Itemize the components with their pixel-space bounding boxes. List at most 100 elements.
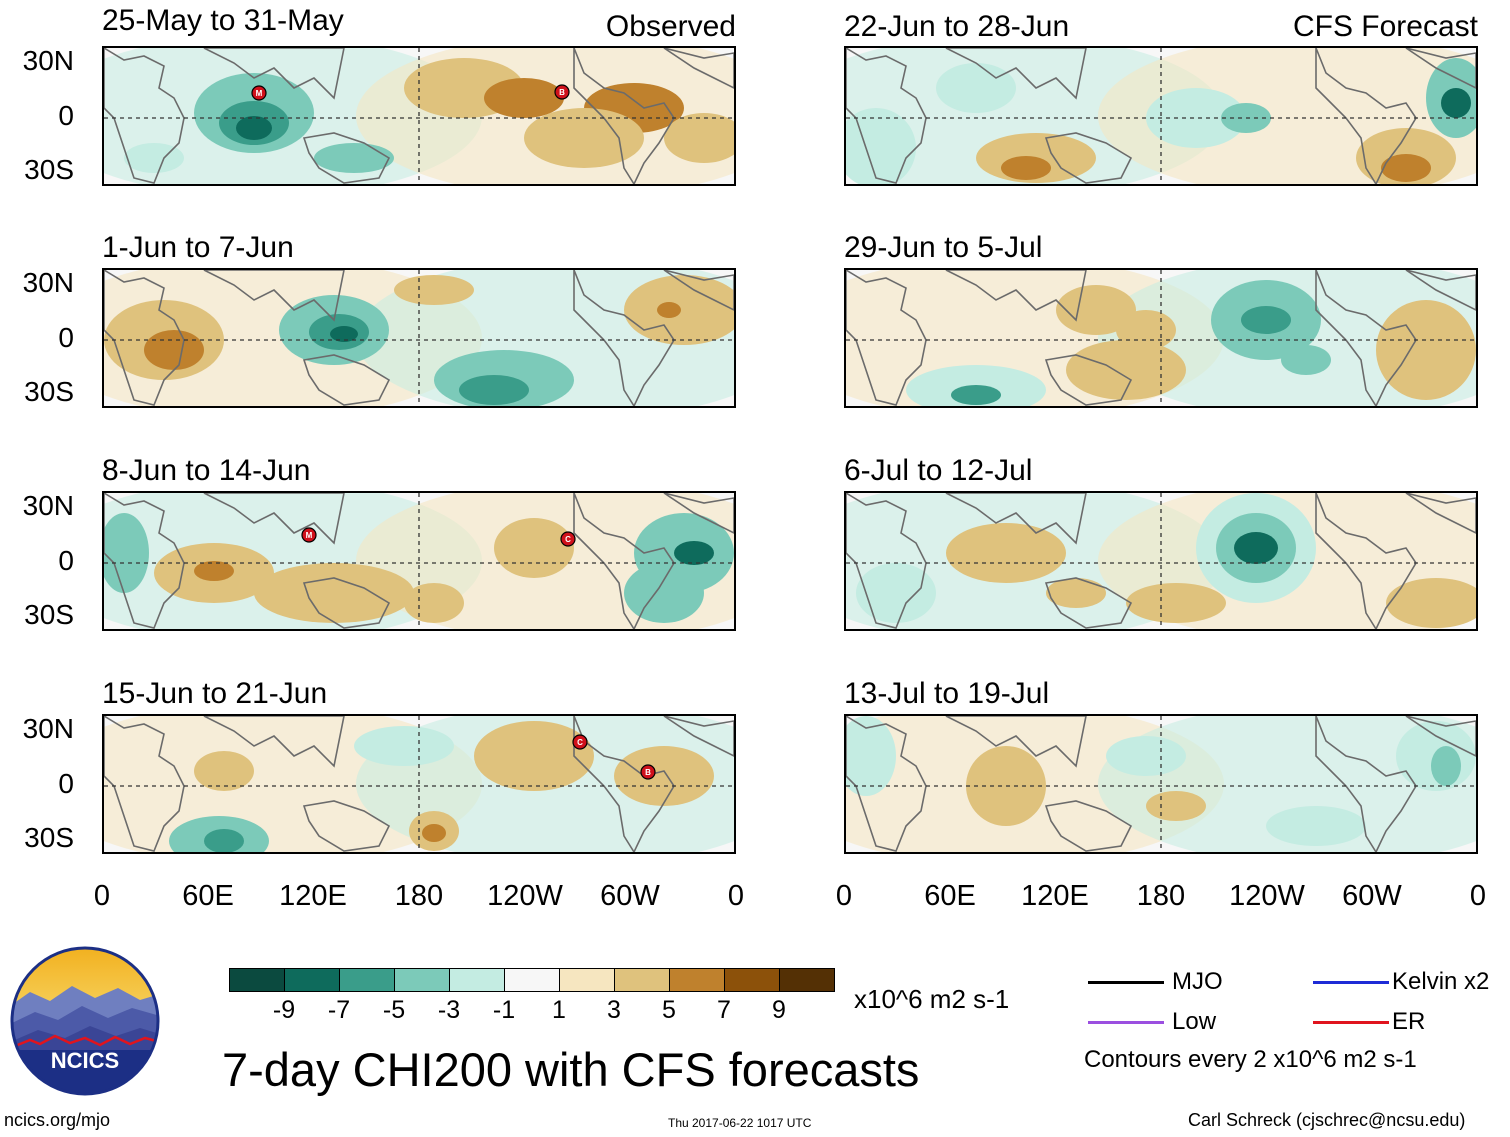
colorbar-swatch	[229, 968, 285, 992]
anomaly-contour	[1376, 300, 1476, 400]
coastline	[573, 493, 675, 629]
anomaly-contour	[1056, 285, 1136, 335]
map-panel	[844, 491, 1478, 631]
anomaly-contour	[1146, 88, 1246, 148]
anomaly-contour	[856, 563, 936, 623]
logo-text: NCICS	[51, 1048, 119, 1073]
coastline	[663, 716, 734, 757]
colorbar-label: 3	[607, 996, 621, 1024]
anomaly-contour	[1441, 88, 1471, 118]
anomaly-contour	[946, 523, 1066, 583]
anomaly-contour	[1266, 806, 1366, 846]
storm-label: C	[565, 535, 571, 544]
anomaly-contour	[474, 721, 594, 791]
x-tick-label: 120E	[1021, 880, 1089, 912]
coastline	[203, 493, 345, 545]
anomaly-contour	[394, 275, 474, 305]
footer-url: ncics.org/mjo	[4, 1110, 111, 1130]
coastline	[1315, 270, 1417, 406]
coastline	[945, 493, 1087, 545]
x-tick-label: 0	[93, 880, 111, 912]
coastline	[846, 48, 927, 184]
anomaly-contour	[1126, 583, 1226, 623]
x-tick-label: 0	[835, 880, 853, 912]
contours-note: Contours every 2 x10^6 m2 s-1	[1084, 1046, 1417, 1073]
storm-label: B	[559, 88, 565, 97]
panel-title-3: 8-Jun to 14-Jun	[102, 454, 311, 487]
x-tick-label: 0	[727, 880, 745, 912]
colorbar-swatch	[614, 968, 670, 992]
coastline	[945, 48, 1087, 100]
anomaly-contour	[236, 116, 272, 140]
coastline	[302, 354, 391, 406]
coastline	[945, 270, 1087, 322]
anomaly-contour	[846, 716, 896, 796]
coastline	[203, 716, 345, 768]
storm-label: C	[577, 738, 583, 747]
anomaly-contour	[144, 330, 204, 370]
y-tick-label: 30S	[24, 376, 74, 407]
coastline	[104, 270, 185, 406]
x-tick-label: 60W	[1342, 880, 1402, 912]
anomaly-contour	[1234, 532, 1278, 564]
coastline	[1315, 48, 1417, 184]
coastline	[104, 48, 185, 184]
anomaly-contour	[330, 326, 358, 342]
anomaly-contour	[194, 561, 234, 581]
coastline	[104, 716, 185, 852]
y-tick-label: 30N	[22, 267, 74, 298]
colorbar-label: 5	[662, 996, 676, 1024]
coastline	[1044, 800, 1133, 852]
anomaly-contour	[1381, 154, 1431, 182]
anomaly-contour	[1116, 310, 1176, 350]
colorbar-label: -5	[382, 996, 406, 1024]
coastline	[104, 493, 185, 629]
colorbar-swatch	[394, 968, 450, 992]
map-panel	[844, 268, 1478, 408]
panel-title-5: 22-Jun to 28-Jun	[844, 10, 1070, 43]
colorbar-swatch	[284, 968, 340, 992]
legend-label-mjo: MJO	[1172, 968, 1223, 995]
coastline	[1315, 493, 1417, 629]
storm-marker	[572, 734, 588, 750]
anomaly-contour	[657, 302, 681, 318]
coastline	[302, 577, 391, 629]
coastline	[573, 716, 675, 852]
anomaly-contour	[124, 143, 184, 173]
anomaly-contour	[846, 108, 916, 184]
coastline	[1044, 577, 1133, 629]
coastline	[945, 716, 1087, 768]
ncics-logo: NCICS	[10, 946, 160, 1096]
colorbar-swatch	[559, 968, 615, 992]
anomaly-contour	[1046, 578, 1106, 608]
x-tick-label: 180	[1136, 880, 1186, 912]
y-tick-label: 30S	[24, 154, 74, 185]
map-panel	[102, 268, 736, 408]
forecast-label: CFS Forecast	[1292, 10, 1478, 43]
panel-title-8: 13-Jul to 19-Jul	[844, 677, 1050, 710]
anomaly-contour	[1001, 156, 1051, 180]
anomaly-contour	[1106, 736, 1186, 776]
main-title: 7-day CHI200 with CFS forecasts	[222, 1043, 920, 1096]
x-tick-label: 60E	[924, 880, 976, 912]
colorbar-swatch	[724, 968, 780, 992]
anomaly-contour	[936, 63, 1016, 113]
y-tick-label: 30N	[22, 713, 74, 744]
colorbar-label: -9	[272, 996, 296, 1024]
legend-label-kelvin: Kelvin x2	[1392, 968, 1490, 995]
colorbar-label: 7	[717, 996, 731, 1024]
panel-title-7: 6-Jul to 12-Jul	[844, 454, 1033, 487]
units-label: x10^6 m2 s-1	[854, 984, 1010, 1014]
colorbar-label: -1	[492, 996, 516, 1024]
colorbar-label: -3	[437, 996, 461, 1024]
x-tick-label: 60E	[182, 880, 234, 912]
panel-title-6: 29-Jun to 5-Jul	[844, 231, 1043, 264]
x-tick-label: 120W	[487, 880, 563, 912]
coastline	[302, 132, 391, 184]
y-tick-label: 30S	[24, 599, 74, 630]
storm-marker	[251, 85, 267, 101]
anomaly-contour	[254, 563, 414, 623]
anomaly-contour	[1386, 578, 1476, 628]
legend-line-er	[1313, 1021, 1389, 1024]
